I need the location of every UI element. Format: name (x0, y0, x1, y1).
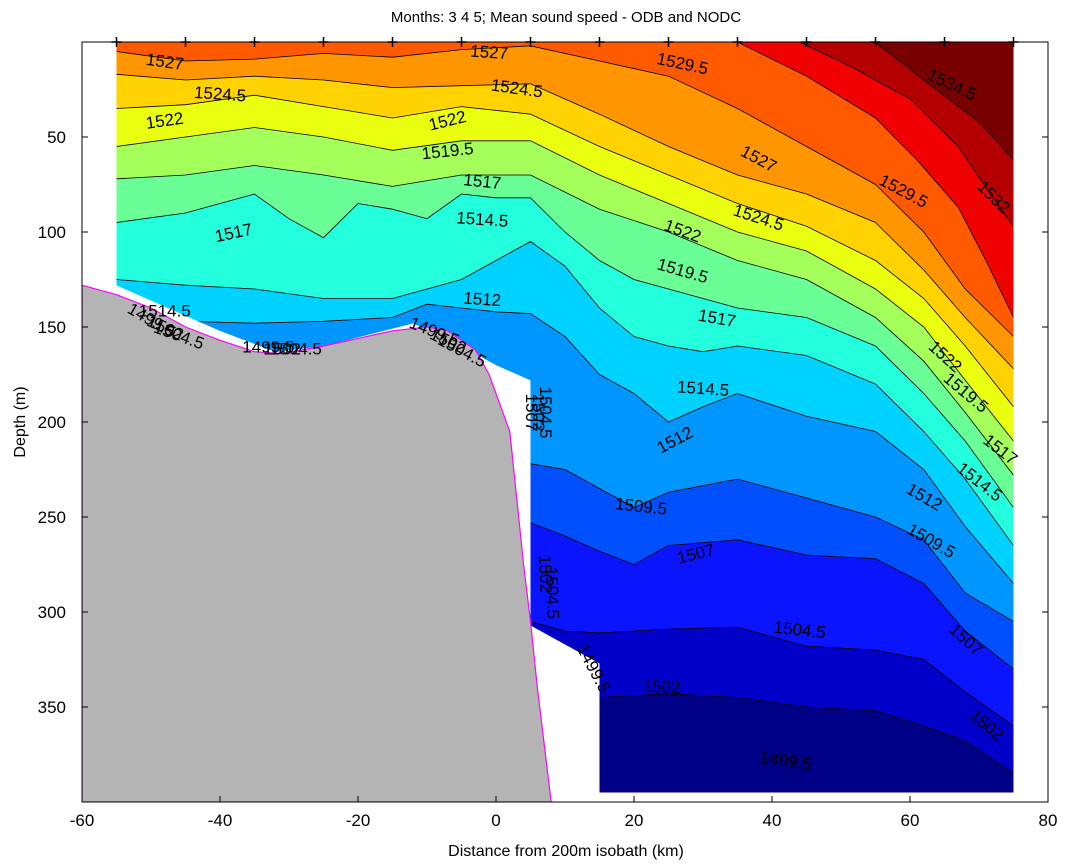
plot-area (82, 42, 1048, 802)
contour-line-1502 (530, 621, 1014, 727)
contour-line-1512 (116, 241, 1014, 546)
x-axis: -60 -40 -20 0 20 40 60 80 (70, 796, 1058, 830)
contour-line-1509.5 (185, 303, 1014, 584)
x-tick-label: 20 (625, 811, 644, 830)
contour-line-1507 (530, 463, 1014, 622)
contour-line-1534.5 (874, 42, 1014, 161)
bathymetry-shape (82, 284, 552, 802)
contour-line-1524.5 (116, 73, 1014, 370)
y-axis: 50 100 150 200 250 300 350 (38, 128, 1048, 717)
contour-line-1527 (116, 45, 1014, 337)
y-tick-label: 200 (38, 413, 66, 432)
contour-label: 1512 (463, 289, 502, 311)
x-tick-label: 80 (1039, 811, 1058, 830)
y-tick-label: 50 (47, 128, 66, 147)
contour-label: 1517 (463, 170, 503, 193)
y-tick-label: 350 (38, 698, 66, 717)
x-tick-label: -60 (70, 811, 95, 830)
contour-label: 1514.5 (676, 377, 729, 400)
y-tick-label: 300 (38, 603, 66, 622)
x-tick-label: -40 (208, 811, 233, 830)
x-axis-label: Distance from 200m isobath (km) (448, 843, 684, 860)
contour-label: 1499.5 (242, 337, 294, 356)
y-tick-label: 150 (38, 318, 66, 337)
contour-label: 1514.5 (456, 208, 509, 231)
band-deepest (599, 743, 1014, 793)
contour-line-1499.5 (599, 693, 1014, 774)
contour-label: 1504.5 (542, 567, 563, 620)
contour-label: 1527 (470, 42, 509, 64)
contour-line-1504.5 (530, 522, 1014, 670)
contour-label: 1514.5 (139, 301, 191, 320)
contour-label: 1502 (263, 339, 301, 358)
contour-label: 1504.5 (270, 339, 322, 358)
contour-line-1514.5 (116, 193, 1014, 508)
x-tick-label: -20 (346, 811, 371, 830)
contour-label: 1507 (522, 394, 541, 432)
contour-lines (116, 42, 1014, 774)
y-axis-label: Depth (m) (12, 386, 29, 457)
contour-label: 1502 (529, 394, 548, 432)
contour-line-1522 (116, 94, 1014, 408)
contour-line-1529.5 (737, 42, 1014, 318)
contour-label: 1502 (535, 555, 555, 593)
chart-title: Months: 3 4 5; Mean sound speed - ODB an… (391, 9, 741, 26)
contour-line-1517 (116, 165, 1014, 476)
contour-label: 1524.5 (193, 83, 246, 106)
y-tick-label: 100 (38, 223, 66, 242)
x-tick-label: 60 (901, 811, 920, 830)
contour-label: 1504.5 (536, 387, 555, 439)
contour-label: 1502 (642, 677, 680, 697)
top-tick-marks (111, 37, 1019, 47)
contour-line-1519.5 (116, 127, 1014, 442)
y-tick-label: 250 (38, 508, 66, 527)
x-tick-label: 0 (491, 811, 500, 830)
contour-line-1532 (799, 42, 1014, 227)
x-tick-label: 40 (763, 811, 782, 830)
